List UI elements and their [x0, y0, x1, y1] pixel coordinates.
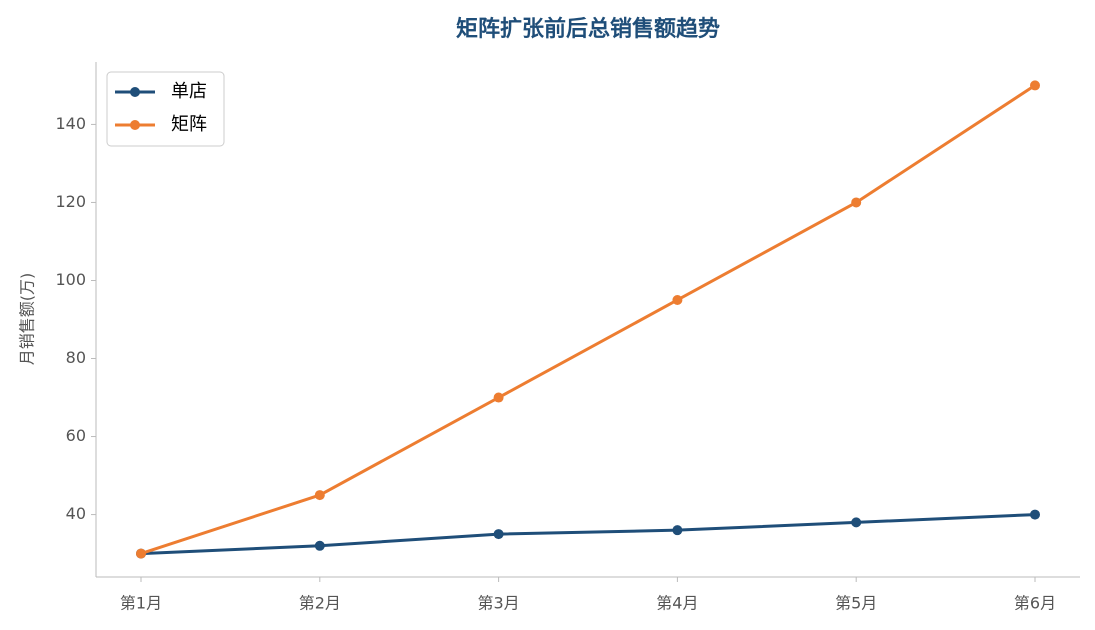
- y-tick-label: 60: [66, 426, 86, 445]
- y-tick-label: 40: [66, 504, 86, 523]
- point: [672, 525, 683, 536]
- x-tick-label: 第1月: [120, 594, 162, 613]
- point: [851, 517, 862, 528]
- point: [1030, 80, 1040, 91]
- y-tick-label: 140: [55, 114, 86, 133]
- line: [140, 513, 1036, 556]
- legend-label: 单店: [171, 81, 207, 102]
- legend-marker: [130, 87, 140, 97]
- x-tick-label: 第4月: [656, 594, 698, 613]
- point: [493, 392, 504, 403]
- point: [1030, 509, 1040, 520]
- y-tick-label: 80: [66, 348, 86, 367]
- point: [851, 197, 862, 208]
- y-tick-label: 100: [55, 270, 86, 289]
- point: [314, 540, 325, 551]
- x-tick-label: 第5月: [835, 594, 877, 613]
- x-tick-label: 第3月: [478, 594, 520, 613]
- point: [672, 294, 683, 305]
- point: [493, 529, 504, 540]
- x-tick-label: 第6月: [1014, 594, 1056, 613]
- y-tick-label: 120: [55, 192, 86, 211]
- x-tick-label: 第2月: [299, 594, 341, 613]
- chart-title: 矩阵扩张前后总销售额趋势: [456, 16, 720, 42]
- line: [140, 84, 1036, 556]
- y-axis-label: 月销售额(万): [18, 273, 37, 366]
- point: [314, 490, 325, 501]
- point: [136, 548, 146, 559]
- legend-marker: [130, 120, 140, 130]
- legend-label: 矩阵: [171, 114, 207, 135]
